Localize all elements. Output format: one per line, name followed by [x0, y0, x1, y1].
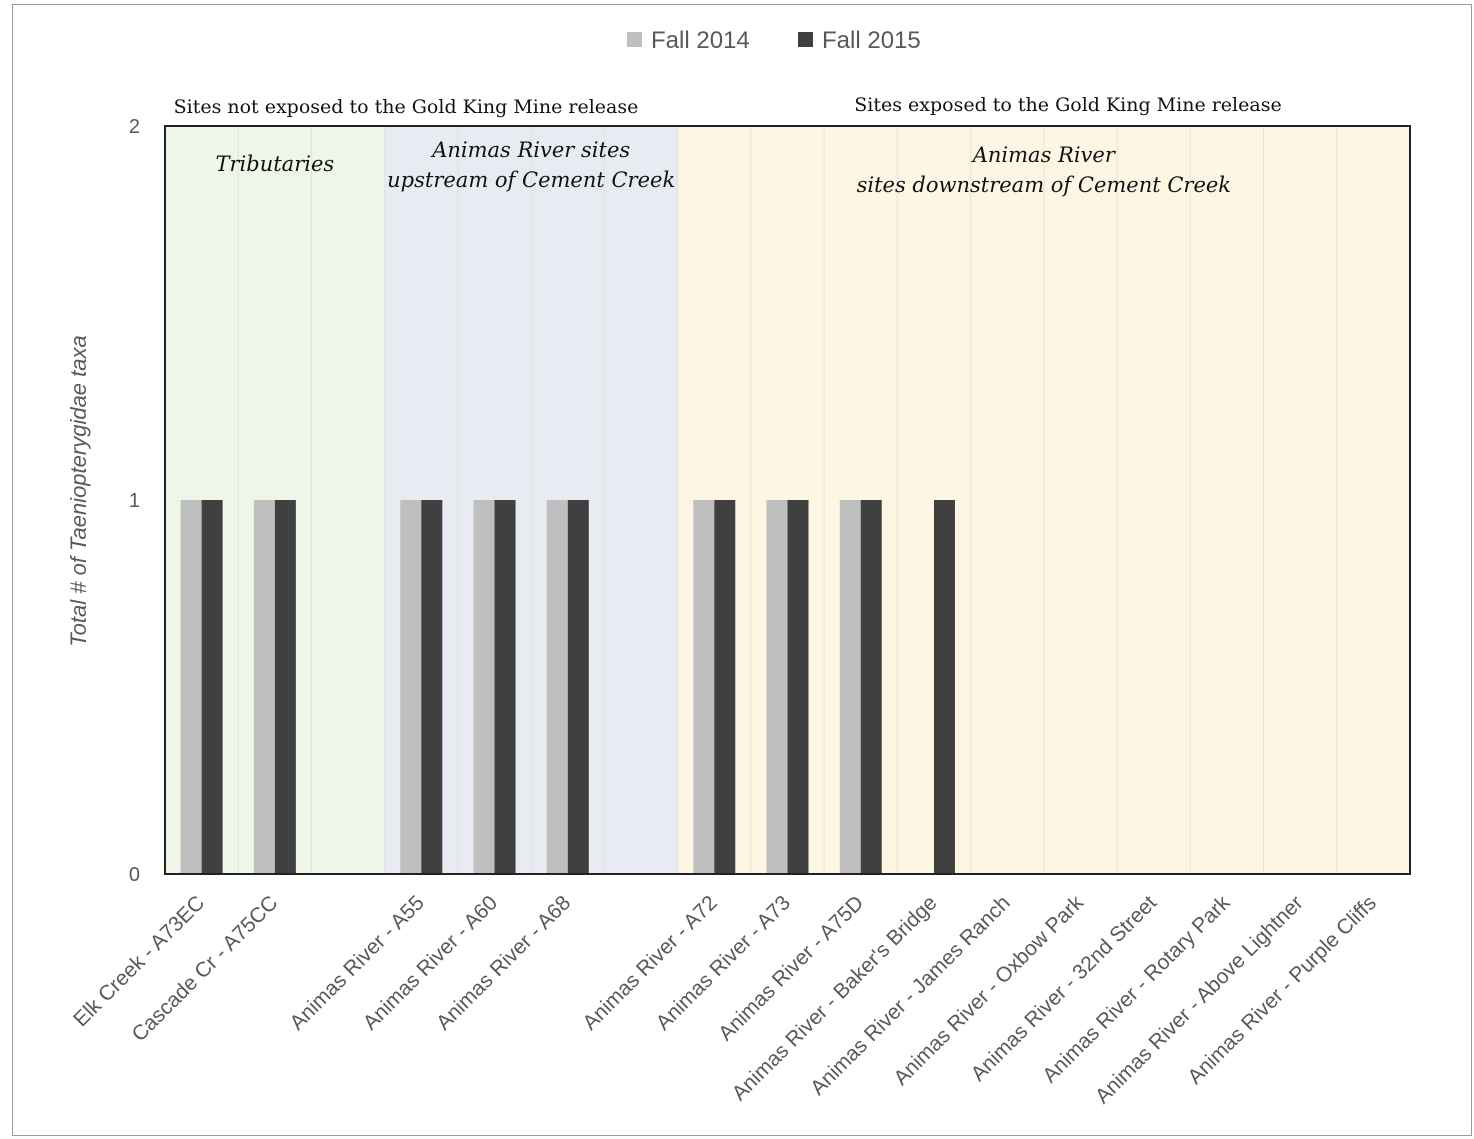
- y-tick-label: 2: [129, 116, 140, 138]
- legend-label: Fall 2014: [651, 27, 750, 54]
- bar-fall-2014: [253, 500, 275, 874]
- legend-swatch: [627, 32, 642, 47]
- bar-fall-2014: [693, 500, 715, 874]
- x-tick-label: Animas River - A55: [286, 891, 429, 1034]
- y-axis-ticks: 0 1 2: [129, 116, 140, 886]
- bar-fall-2014: [766, 500, 788, 874]
- bar-fall-2015: [933, 500, 955, 874]
- bar-fall-2014: [400, 500, 422, 874]
- legend-swatch: [798, 32, 813, 47]
- bar-fall-2015: [787, 500, 809, 874]
- x-tick-label: Animas River - A75D: [714, 891, 868, 1045]
- group-label-exposed: Sites exposed to the Gold King Mine rele…: [854, 94, 1281, 116]
- bar-fall-2014: [839, 500, 861, 874]
- x-tick-label: Animas River - A73: [652, 891, 795, 1034]
- bar-fall-2014: [180, 500, 202, 874]
- region-labels: Tributaries Animas River sites upstream of…: [216, 138, 1232, 197]
- bar-fall-2014: [473, 500, 495, 874]
- y-axis-label: Total # of Taeniopterygidae taxa: [66, 335, 91, 647]
- bar-fall-2015: [274, 500, 296, 874]
- vertical-gridlines: [237, 126, 1338, 874]
- x-tick-label: Animas River - A60: [359, 891, 502, 1034]
- bar-fall-2014: [546, 500, 568, 874]
- plot-border: [164, 125, 1411, 875]
- bar-fall-2015: [567, 500, 589, 874]
- region-label: Tributaries: [216, 152, 335, 176]
- chart-frame: [12, 4, 1472, 1136]
- legend: Fall 2014 Fall 2015: [627, 27, 921, 54]
- group-label-not-exposed: Sites not exposed to the Gold King Mine …: [174, 96, 639, 118]
- bar-fall-2015: [201, 500, 223, 874]
- x-tick-label: Animas River - A72: [578, 891, 721, 1034]
- y-tick-label: 0: [129, 864, 140, 886]
- x-tick-label: Elk Creek - A73EC: [69, 891, 209, 1031]
- region-label: sites downstream of Cement Creek: [857, 173, 1231, 197]
- bar-fall-2015: [860, 500, 882, 874]
- x-tick-label: Cascade Cr - A75CC: [127, 891, 282, 1046]
- region-label: Animas River: [971, 143, 1117, 167]
- legend-label: Fall 2015: [822, 27, 921, 54]
- y-tick-label: 1: [129, 490, 140, 512]
- bar-fall-2015: [494, 500, 516, 874]
- bar-fall-2015: [421, 500, 443, 874]
- region-label: Animas River sites: [430, 138, 630, 162]
- bar-fall-2015: [714, 500, 736, 874]
- x-tick-label: Animas River - A68: [432, 891, 575, 1034]
- bars: [180, 500, 955, 874]
- region-label: upstream of Cement Creek: [387, 168, 675, 192]
